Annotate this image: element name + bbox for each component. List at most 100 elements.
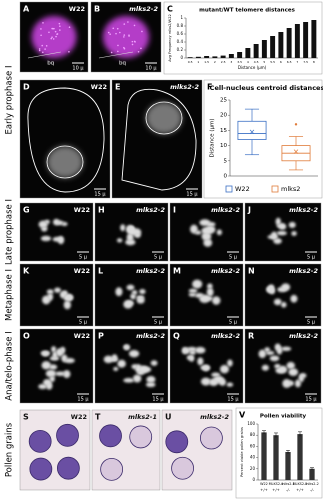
chromosome — [201, 232, 212, 241]
panel-letter: S — [23, 413, 29, 422]
chromosome — [265, 350, 275, 355]
nucleus — [146, 102, 182, 134]
chromosome — [290, 294, 298, 303]
chromosome — [261, 364, 269, 371]
panel-label: mlks2-2 — [170, 83, 199, 91]
y-tick-label: 15 — [220, 128, 227, 134]
pollen-grain — [199, 426, 223, 450]
panel-letter: J — [247, 206, 251, 215]
x-tick-label: 4 — [247, 60, 249, 64]
y-tick-label: 0 — [252, 477, 255, 482]
bar — [303, 22, 309, 58]
chromosome — [281, 346, 292, 351]
bar — [311, 20, 317, 58]
y-tick-label: 100 — [247, 421, 255, 426]
bracket — [98, 51, 134, 59]
chromosome — [278, 365, 288, 374]
scale-label: 5 µ — [307, 320, 316, 326]
nucleus-outline — [145, 101, 183, 135]
chromosome — [276, 223, 285, 228]
telomere — [58, 22, 61, 25]
chromosome — [227, 359, 233, 367]
chromosome — [269, 288, 275, 295]
chromosome — [46, 382, 53, 390]
panel-letter: L — [98, 267, 103, 276]
telomere — [137, 50, 140, 53]
image-panel — [19, 409, 91, 491]
chart-panel — [203, 79, 323, 199]
bar — [212, 56, 218, 58]
telomere — [48, 31, 50, 34]
panel-label: mlks2-2 — [136, 332, 165, 340]
telomere — [127, 21, 129, 23]
panel-label: W22 — [91, 83, 107, 91]
bar — [278, 32, 284, 58]
chromosome — [45, 369, 57, 378]
scale-label: 5 µ — [154, 320, 163, 326]
chromosome — [130, 293, 136, 300]
telomere — [54, 30, 57, 33]
cell-outline — [121, 88, 197, 191]
panel-letter: U — [165, 413, 172, 422]
bar — [270, 36, 276, 58]
scale-label: 10 µ — [145, 66, 157, 72]
bar — [294, 24, 300, 58]
chromosome — [288, 368, 299, 377]
y-axis-label: Percent viable pollen grains — [240, 427, 244, 477]
telomere — [44, 48, 46, 50]
scale-label: 15 µ — [186, 192, 198, 198]
chromosome — [63, 370, 71, 379]
telomere — [55, 35, 57, 38]
x-tick-label: MLKS2-1 — [269, 482, 284, 486]
bar — [261, 40, 267, 58]
chromosome — [192, 279, 203, 289]
panel-letter: V — [239, 411, 246, 420]
pollen-grain — [29, 457, 53, 481]
chromosome — [56, 220, 64, 226]
panel-label: W22 — [74, 267, 90, 275]
bar — [309, 468, 315, 480]
chromosome — [199, 294, 210, 303]
chromosome — [188, 288, 198, 293]
chromosome — [212, 296, 221, 305]
telomere — [38, 49, 41, 52]
telomere — [45, 45, 48, 47]
image-panel — [91, 409, 161, 491]
telomere — [59, 25, 61, 28]
bar — [245, 48, 251, 58]
panel-label: mlks2-2 — [211, 332, 240, 340]
chromosome — [186, 355, 193, 360]
panel-letter: C — [167, 5, 173, 14]
chromosome — [49, 356, 60, 361]
chromosome — [116, 238, 123, 243]
scale-label: 5 µ — [229, 255, 238, 261]
telomere — [68, 26, 71, 29]
panel-label: W22 — [74, 332, 90, 340]
chromosome — [41, 361, 51, 370]
y-tick-label: 0.2 — [177, 47, 184, 52]
chromosome — [258, 349, 267, 359]
y-tick-label: 10 — [220, 143, 227, 149]
nucleus-outline — [46, 145, 84, 179]
chromosome — [115, 287, 123, 297]
chromosome — [197, 357, 204, 366]
annotation: bq — [119, 61, 126, 67]
chromosome — [216, 229, 222, 236]
x-tick-label: 3.5 — [237, 60, 242, 64]
chromosome — [128, 350, 140, 358]
chromosome — [150, 360, 158, 366]
pollen-grain — [129, 425, 153, 449]
chromosome — [146, 375, 156, 383]
panel-label: mlks2-1 — [128, 413, 157, 421]
panel-letter: T — [95, 413, 101, 422]
telomere — [52, 38, 55, 40]
x-tick-label: mlks2-1 — [281, 482, 295, 486]
chromosome — [299, 373, 307, 378]
image-panel — [19, 263, 94, 327]
telomere — [41, 44, 44, 47]
chromosome — [63, 300, 71, 310]
mean-marker — [293, 149, 299, 154]
bar — [237, 52, 243, 58]
telomere — [115, 32, 117, 35]
x-tick-label: 2.5 — [221, 60, 226, 64]
